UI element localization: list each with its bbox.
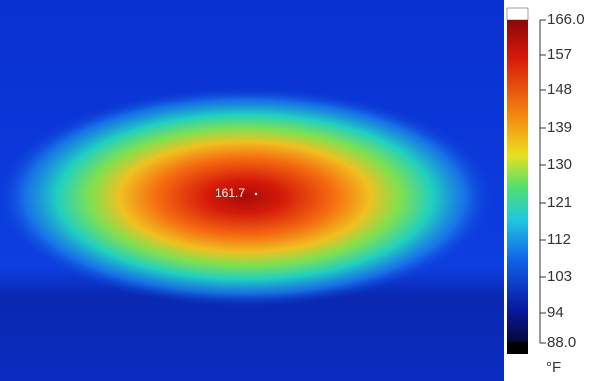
tick-label: 94 [547, 304, 564, 321]
tick-label: 166.0 [547, 11, 585, 28]
tick-label: 130 [547, 156, 572, 173]
tick-label: 148 [547, 81, 572, 98]
colorbar-top [507, 8, 528, 20]
spot-label: 161.7 [215, 186, 245, 200]
tick-label: 121 [547, 194, 572, 211]
tick-label: 103 [547, 268, 572, 285]
unit-label: °F [546, 359, 561, 376]
colorbar [507, 20, 528, 342]
tick-label: 139 [547, 119, 572, 136]
tick-label: 88.0 [547, 334, 576, 351]
tick-label: 112 [547, 231, 571, 248]
colorbar-bottom [507, 342, 528, 354]
tick-label: 157 [547, 46, 572, 63]
hot-spot [0, 87, 495, 307]
thermal-view: 161.7 °F 166.0 157 148 139 130 121 112 103 94 88.… [0, 0, 611, 381]
spot-marker [255, 193, 257, 195]
